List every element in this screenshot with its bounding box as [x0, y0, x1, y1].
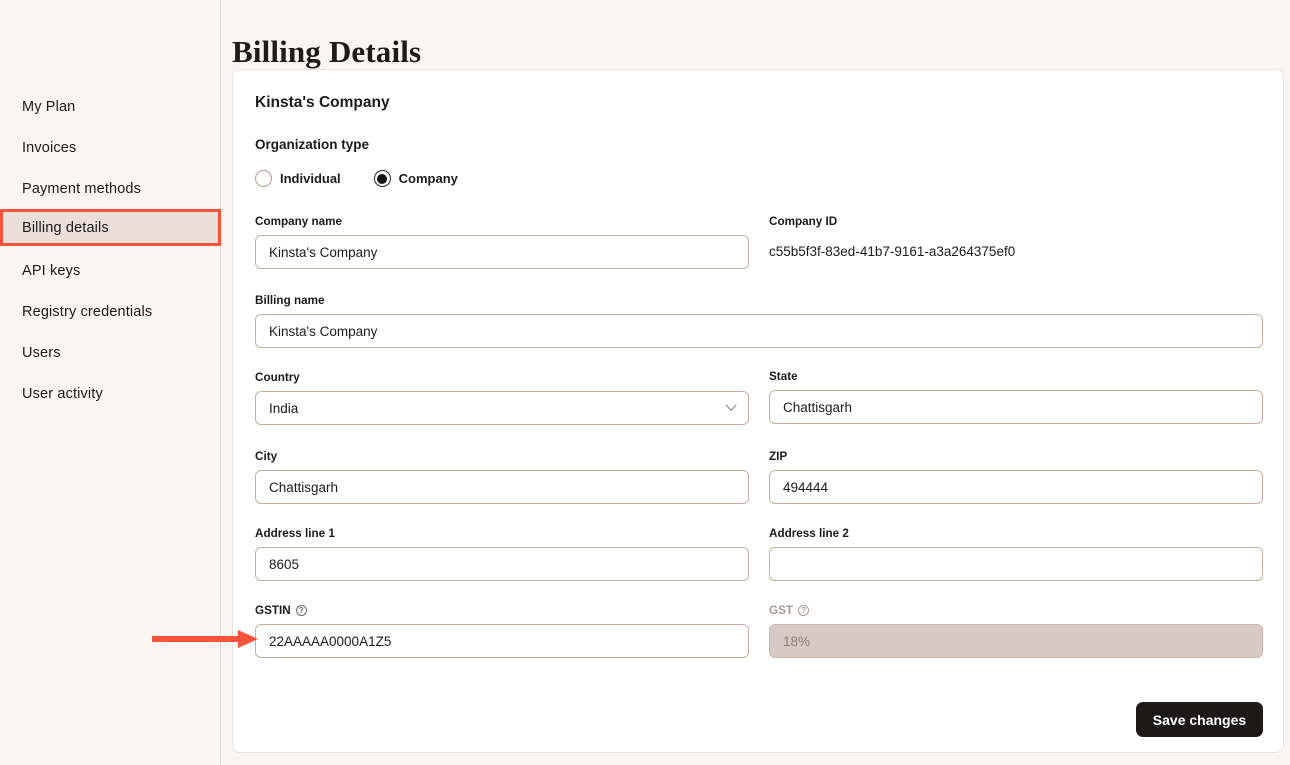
field-company-name: Company name Kinsta's Company [255, 215, 749, 269]
sidebar-item-registry-credentials[interactable]: Registry credentials [0, 296, 221, 327]
radio-circle-icon [255, 170, 272, 187]
country-selected-value: India [269, 400, 299, 416]
sidebar-item-label: API keys [22, 262, 81, 279]
field-label: Billing name [255, 294, 325, 307]
chevron-down-icon [725, 399, 737, 411]
state-input[interactable]: Chattisgarh [769, 390, 1263, 424]
field-zip: ZIP 494444 [769, 450, 1263, 504]
radio-option-company[interactable]: Company [373, 170, 458, 187]
address-line-2-input[interactable] [769, 547, 1263, 581]
gst-input-disabled: 18% [769, 624, 1263, 658]
field-label: ZIP [769, 450, 788, 463]
sidebar-item-label: My Plan [22, 98, 76, 115]
sidebar-item-api-keys[interactable]: API keys [0, 255, 221, 286]
field-country: Country India [255, 371, 749, 425]
sidebar-item-label: Users [22, 344, 61, 361]
gstin-input[interactable]: 22AAAAA0000A1Z5 [255, 624, 749, 658]
sidebar-item-payment-methods[interactable]: Payment methods [0, 173, 221, 204]
field-label: Address line 1 [255, 527, 335, 540]
field-city: City Chattisgarh [255, 450, 749, 504]
company-id-value: c55b5f3f-83ed-41b7-9161-a3a264375ef0 [769, 244, 1016, 259]
field-address-line-1: Address line 1 8605 [255, 527, 749, 581]
field-billing-name: Billing name Kinsta's Company [255, 294, 1263, 348]
billing-name-input[interactable]: Kinsta's Company [255, 314, 1263, 348]
radio-circle-selected-icon [373, 170, 391, 187]
organization-type-radio-group: Individual Company [255, 170, 458, 187]
field-label: State [769, 370, 798, 383]
company-name-input[interactable]: Kinsta's Company [255, 235, 749, 269]
field-label: GSTIN ? [255, 604, 749, 617]
sidebar-item-label: User activity [22, 385, 103, 402]
sidebar-item-billing-details[interactable]: Billing details [0, 209, 221, 246]
country-select[interactable]: India [255, 391, 749, 425]
radio-option-individual[interactable]: Individual [255, 170, 341, 187]
sidebar-item-users[interactable]: Users [0, 337, 221, 368]
sidebar-item-label: Billing details [22, 219, 109, 236]
field-address-line-2: Address line 2 [769, 527, 1263, 581]
field-state: State Chattisgarh [769, 370, 1263, 424]
address-line-1-input[interactable]: 8605 [255, 547, 749, 581]
sidebar-item-user-activity[interactable]: User activity [0, 378, 221, 409]
radio-label: Company [398, 171, 458, 186]
help-icon[interactable]: ? [798, 605, 810, 616]
city-input[interactable]: Chattisgarh [255, 470, 749, 504]
card-heading: Kinsta's Company [255, 94, 390, 111]
sidebar-item-my-plan[interactable]: My Plan [0, 91, 221, 122]
sidebar-item-label: Payment methods [22, 180, 142, 197]
help-icon[interactable]: ? [295, 605, 307, 616]
sidebar-item-label: Registry credentials [22, 303, 153, 320]
billing-details-card: Kinsta's Company Organization type Indiv… [232, 69, 1284, 753]
settings-sidebar: My Plan Invoices Payment methods Billing… [0, 0, 221, 765]
sidebar-item-label: Invoices [22, 139, 77, 156]
field-label: Country [255, 371, 300, 384]
field-gstin: GSTIN ? 22AAAAA0000A1Z5 [255, 604, 749, 658]
save-changes-button[interactable]: Save changes [1136, 702, 1263, 737]
sidebar-item-invoices[interactable]: Invoices [0, 132, 221, 163]
field-company-id: Company ID c55b5f3f-83ed-41b7-9161-a3a26… [769, 215, 1263, 259]
field-gst: GST ? 18% [769, 604, 1263, 658]
field-label: Address line 2 [769, 527, 849, 540]
zip-input[interactable]: 494444 [769, 470, 1263, 504]
page-title: Billing Details [232, 33, 422, 69]
field-label: GST ? [769, 604, 1263, 617]
field-label: City [255, 450, 278, 463]
field-label: Company ID [769, 215, 838, 228]
radio-label: Individual [280, 171, 341, 186]
field-label: Company name [255, 215, 343, 228]
organization-type-label: Organization type [255, 137, 370, 152]
